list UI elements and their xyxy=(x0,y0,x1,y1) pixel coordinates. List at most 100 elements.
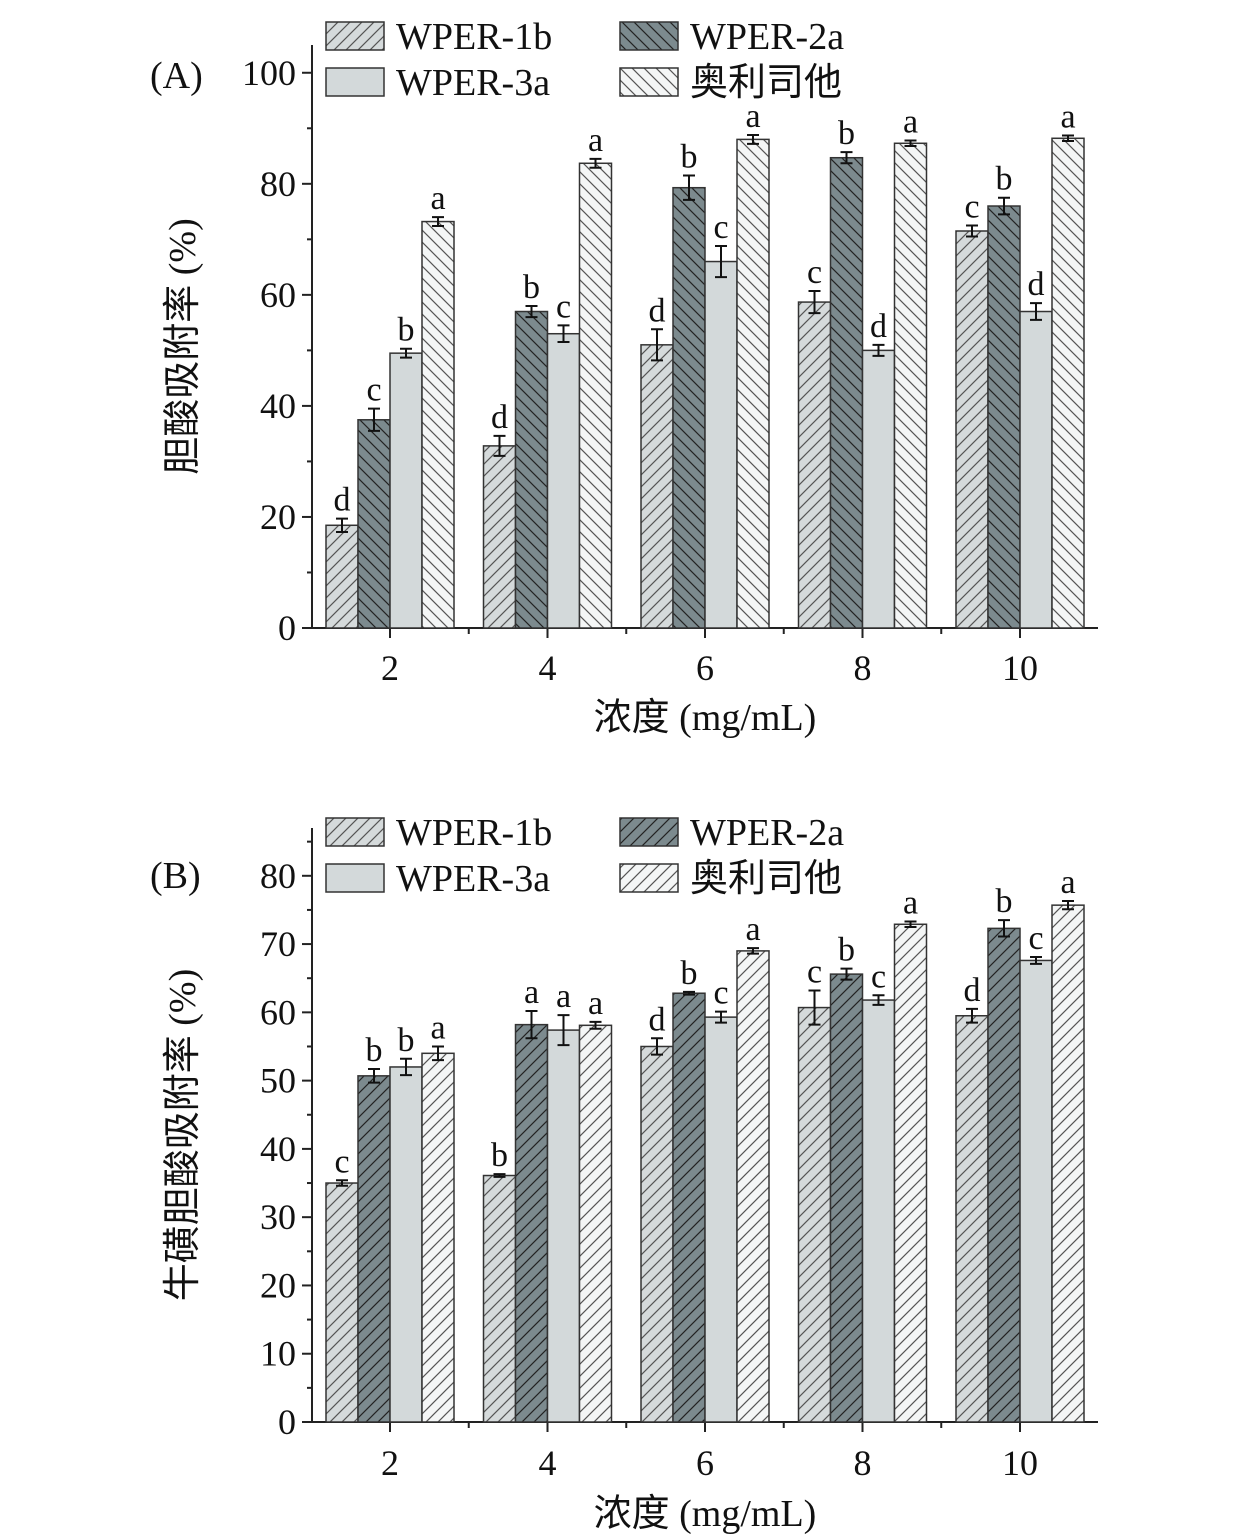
y-tick-label: 80 xyxy=(260,164,296,204)
significance-letter: b xyxy=(366,1032,383,1069)
bar xyxy=(640,1045,674,1423)
error-bar xyxy=(966,1007,978,1024)
error-bar xyxy=(557,324,570,344)
error-bar xyxy=(904,139,917,148)
bar xyxy=(704,260,738,629)
significance-letter: b xyxy=(838,115,855,152)
bar xyxy=(514,310,549,629)
x-tick-label: 2 xyxy=(381,648,399,688)
error-bar xyxy=(1062,900,1074,911)
error-bar xyxy=(808,989,821,1026)
error-bar xyxy=(525,304,538,319)
bar xyxy=(893,923,928,1423)
bar xyxy=(987,927,1021,1423)
significance-letter: c xyxy=(713,975,728,1012)
significance-letter: d xyxy=(649,1001,666,1038)
error-bar xyxy=(589,1020,602,1030)
error-bar xyxy=(368,1068,380,1084)
panel-label: (A) xyxy=(150,55,203,97)
x-tick-label: 10 xyxy=(1002,1443,1038,1483)
error-bar xyxy=(747,133,759,145)
legend-label: 奥利司他 xyxy=(690,858,842,900)
bar xyxy=(829,973,864,1423)
legend: WPER-1b WPER-2a WPER-3a 奥利司他 xyxy=(325,812,844,900)
error-bar xyxy=(747,947,759,955)
x-axis-label: 浓度 (mg/mL) xyxy=(594,1493,817,1535)
significance-letter: b xyxy=(398,312,415,349)
bar xyxy=(829,156,864,629)
y-tick-label: 50 xyxy=(260,1061,296,1101)
legend-swatch xyxy=(325,817,385,847)
significance-letter: c xyxy=(713,209,728,246)
bar xyxy=(672,992,706,1423)
legend-label: WPER-3a xyxy=(396,858,550,900)
y-tick-label: 60 xyxy=(260,275,296,315)
significance-letter: a xyxy=(588,985,603,1022)
significance-letter: c xyxy=(366,372,381,409)
bar xyxy=(955,1015,989,1423)
bar xyxy=(1051,904,1085,1423)
legend-label: WPER-3a xyxy=(396,62,550,104)
legend-swatch xyxy=(619,863,679,893)
error-bar xyxy=(589,157,602,169)
bar xyxy=(861,999,896,1423)
significance-letter: a xyxy=(524,974,539,1011)
significance-letter: b xyxy=(838,932,855,969)
bar xyxy=(421,220,455,629)
significance-letter: b xyxy=(398,1022,415,1059)
significance-letter: d xyxy=(334,482,351,519)
significance-letter: c xyxy=(556,288,571,325)
legend-swatch xyxy=(619,21,679,51)
error-bar xyxy=(998,196,1010,216)
bar xyxy=(482,1174,517,1423)
error-bar xyxy=(525,1009,538,1040)
bar xyxy=(987,205,1021,629)
error-bar xyxy=(840,967,853,981)
significance-letter: a xyxy=(903,885,918,922)
error-bar xyxy=(368,407,380,432)
y-tick-label: 70 xyxy=(260,924,296,964)
bar xyxy=(546,1029,581,1423)
bar xyxy=(1019,959,1053,1423)
y-tick-label: 60 xyxy=(260,992,296,1032)
bar xyxy=(1051,137,1085,629)
significance-letter: d xyxy=(1028,266,1045,303)
error-bar xyxy=(336,1179,348,1187)
y-tick-label: 40 xyxy=(260,1129,296,1169)
significance-letter: a xyxy=(430,180,445,217)
bar xyxy=(640,344,674,629)
significance-letter: c xyxy=(964,188,979,225)
bar xyxy=(357,1075,391,1423)
bar xyxy=(736,950,770,1423)
error-bar xyxy=(336,517,348,533)
bar xyxy=(861,349,896,629)
significance-letter: a xyxy=(1060,864,1075,901)
x-tick-label: 10 xyxy=(1002,648,1038,688)
panel-label: (B) xyxy=(150,855,201,897)
significance-letter: d xyxy=(870,308,887,345)
legend-swatch xyxy=(325,21,385,51)
y-tick-label: 10 xyxy=(260,1334,296,1374)
error-bar xyxy=(493,1173,506,1178)
bar xyxy=(546,332,581,629)
y-tick-label: 20 xyxy=(260,497,296,537)
error-bar xyxy=(715,1010,727,1024)
bar xyxy=(421,1052,455,1423)
bar xyxy=(325,524,359,629)
bar xyxy=(797,1006,832,1423)
legend-swatch xyxy=(619,817,679,847)
legend-label: WPER-2a xyxy=(690,812,844,854)
significance-letter: d xyxy=(649,292,666,329)
legend-swatch xyxy=(619,67,679,97)
bar xyxy=(704,1016,738,1423)
significance-letter: c xyxy=(1028,920,1043,957)
error-bar xyxy=(651,1037,663,1056)
error-bar xyxy=(683,990,695,996)
significance-letter: b xyxy=(996,883,1013,920)
bar xyxy=(1019,310,1053,629)
significance-letter: a xyxy=(1060,99,1075,136)
y-tick-label: 20 xyxy=(260,1265,296,1305)
